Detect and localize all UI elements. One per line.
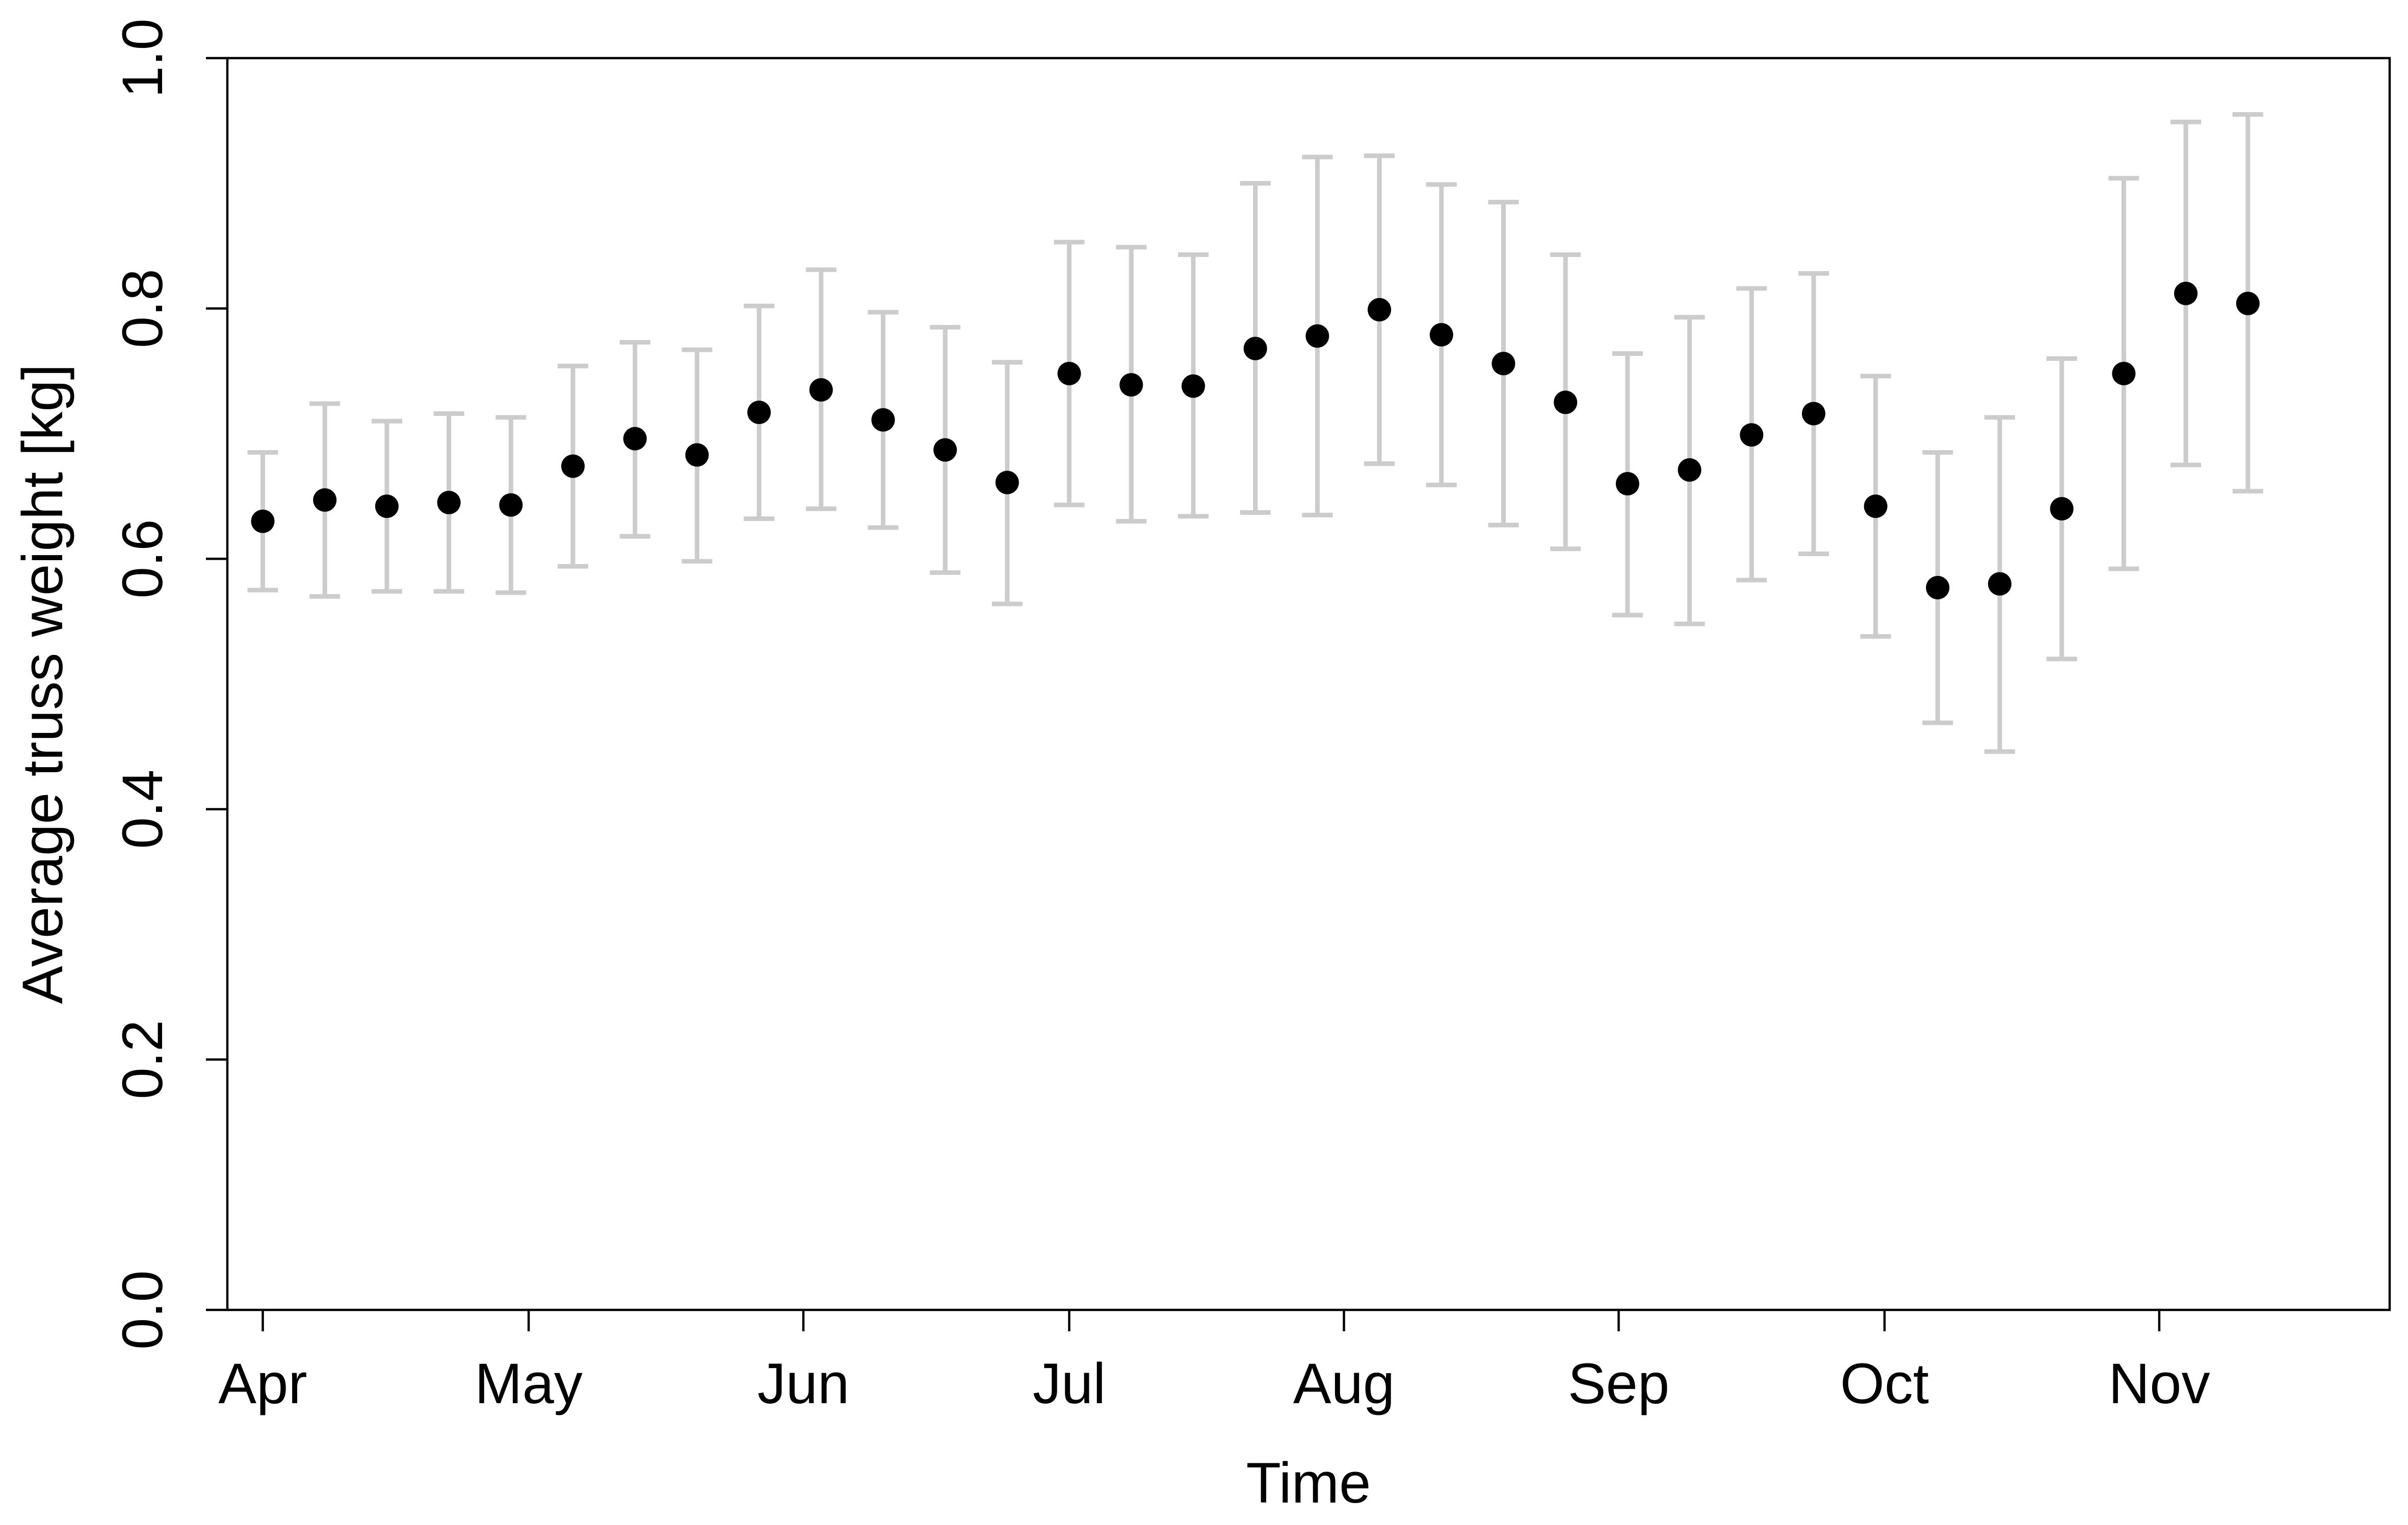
data-point xyxy=(1491,352,1515,376)
data-point xyxy=(499,493,523,517)
data-point xyxy=(437,490,461,514)
data-point xyxy=(1119,373,1143,397)
y-tick-label: 0.0 xyxy=(111,1270,174,1350)
data-point xyxy=(1678,458,1702,482)
x-tick-label: Jun xyxy=(757,1352,850,1415)
data-point xyxy=(747,401,771,425)
x-axis-label: Time xyxy=(1246,1451,1371,1515)
data-point xyxy=(1181,374,1205,398)
data-point xyxy=(2050,497,2074,521)
data-point xyxy=(1368,298,1392,322)
data-point xyxy=(251,509,275,533)
data-point xyxy=(871,408,895,432)
x-tick-label: Nov xyxy=(2108,1352,2210,1415)
data-point xyxy=(561,454,585,478)
points-layer xyxy=(251,281,2260,599)
x-tick-label: Jul xyxy=(1033,1352,1106,1415)
data-point xyxy=(623,427,647,451)
data-point xyxy=(313,488,337,512)
data-point xyxy=(1305,324,1329,348)
data-point xyxy=(995,470,1019,494)
data-point xyxy=(1801,402,1825,426)
x-tick-label: May xyxy=(475,1352,583,1415)
data-point xyxy=(1615,472,1639,496)
y-tick-label: 1.0 xyxy=(111,18,174,98)
data-point xyxy=(1554,390,1578,414)
data-point xyxy=(685,443,709,467)
data-point xyxy=(1740,423,1764,447)
x-axis: Apr May Jun Jul Aug Sep Oct Nov xyxy=(218,1310,2210,1415)
data-point xyxy=(2174,281,2198,305)
data-point xyxy=(2236,292,2260,315)
y-axis-label: Average truss weight [kg] xyxy=(11,364,74,1004)
y-tick-label: 0.8 xyxy=(111,269,174,348)
data-point xyxy=(1057,361,1081,385)
y-axis: 0.0 0.2 0.4 0.6 0.8 1.0 xyxy=(111,18,227,1350)
data-point xyxy=(809,378,833,402)
x-tick-label: Oct xyxy=(1840,1352,1929,1415)
x-tick-label: Sep xyxy=(1568,1352,1669,1415)
data-point xyxy=(2112,361,2136,385)
data-point xyxy=(1429,323,1453,347)
y-tick-label: 0.4 xyxy=(111,770,174,849)
x-tick-label: Aug xyxy=(1293,1352,1395,1415)
plot-frame xyxy=(226,57,2391,1311)
data-point xyxy=(933,438,957,462)
data-point xyxy=(1926,575,1950,599)
data-point xyxy=(1988,572,2012,596)
y-tick-label: 0.6 xyxy=(111,519,174,599)
y-tick-label: 0.2 xyxy=(111,1020,174,1099)
data-point xyxy=(375,494,399,518)
data-point xyxy=(1864,494,1888,518)
x-tick-label: Apr xyxy=(218,1352,307,1415)
data-point xyxy=(1243,336,1267,360)
